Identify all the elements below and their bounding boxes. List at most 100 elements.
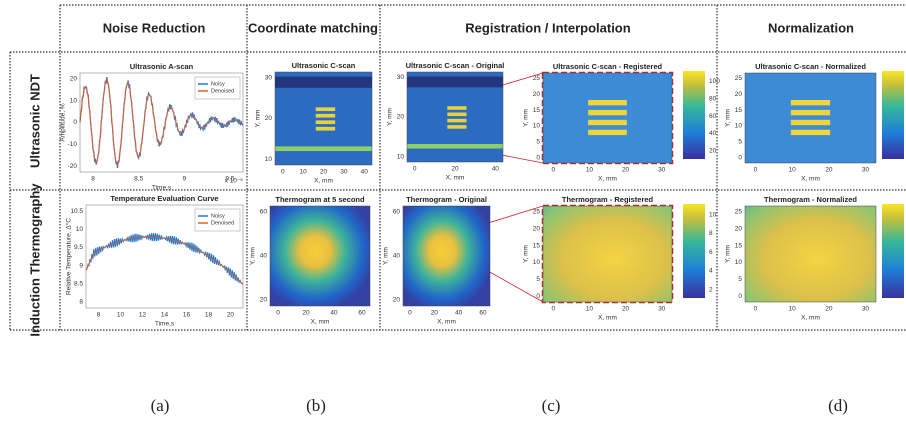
x-tick-label: 60	[358, 310, 366, 317]
colorbar-tick-label: 8	[709, 230, 713, 237]
y-tick-label: 5	[536, 276, 540, 283]
x-tick-label: 20	[320, 169, 328, 176]
y-tick-label: 20	[533, 225, 541, 232]
image	[407, 144, 503, 149]
x-tick-label: 20	[825, 306, 833, 313]
y-axis-label: Y, mm	[250, 247, 257, 265]
y-tick-label: 20	[533, 91, 541, 98]
panel-title: Ultrasonic C-scan - Normalized	[755, 62, 866, 71]
legend-label: Noisy	[211, 213, 225, 219]
caption: (c)	[542, 396, 561, 415]
y-tick-label: 5	[738, 138, 742, 145]
x-tick-label: 30	[658, 167, 666, 174]
column-header: Registration / Interpolation	[465, 20, 630, 35]
y-axis-label: Y, mm	[725, 109, 732, 127]
y-tick-label: 20	[70, 76, 78, 83]
y-axis-label: Y, mm	[387, 108, 394, 126]
y-tick-label: 15	[533, 107, 541, 114]
image	[791, 120, 830, 125]
y-axis-label: Y, mm	[383, 247, 390, 265]
x-tick-label: 0	[413, 166, 417, 173]
y-tick-label: 10	[533, 259, 541, 266]
image	[447, 113, 466, 117]
image	[316, 114, 335, 118]
x-axis-label: X, mm	[314, 178, 333, 185]
colorbar-tick-label: 10	[709, 212, 717, 219]
x-tick-label: 8	[91, 176, 95, 183]
image	[447, 125, 466, 129]
y-tick-label: 60	[393, 209, 401, 216]
image	[275, 77, 372, 88]
legend-label: Denoised	[211, 88, 234, 94]
y-tick-label: 0	[738, 293, 742, 300]
panel-title: Thermogram - Original	[406, 195, 487, 204]
x-tick-label: 10	[117, 312, 125, 319]
y-tick-label: 9.5	[74, 244, 83, 251]
x-tick-label: 9	[183, 176, 187, 183]
y-tick-label: 25	[735, 208, 743, 215]
y-tick-label: 20	[397, 114, 405, 121]
image	[403, 206, 490, 306]
y-tick-label: 10.5	[70, 208, 83, 215]
image	[447, 106, 466, 110]
image	[588, 100, 627, 105]
image	[588, 110, 627, 115]
caption: (d)	[828, 396, 848, 415]
x-tick-label: 0	[552, 167, 556, 174]
y-tick-label: 5	[738, 276, 742, 283]
y-tick-label: 10	[735, 259, 743, 266]
image	[316, 120, 335, 124]
x-axis-label: X, mm	[801, 315, 820, 322]
x-tick-label: 14	[161, 312, 169, 319]
x-axis-label: X, mm	[446, 175, 465, 182]
x-tick-label: 20	[227, 312, 235, 319]
y-tick-label: 25	[533, 75, 541, 82]
colorbar	[683, 71, 705, 159]
x-tick-label: 20	[431, 310, 439, 317]
y-tick-label: 10	[76, 226, 84, 233]
x-tick-label: 20	[622, 306, 630, 313]
y-tick-label: 9	[79, 262, 83, 269]
colorbar-tick-label: 2	[709, 286, 713, 293]
y-axis-label: Amplitude, %	[60, 103, 67, 142]
y-tick-label: 0	[738, 154, 742, 161]
colorbar-tick-label: 40	[709, 130, 717, 137]
image	[447, 119, 466, 123]
column-header: Normalization	[768, 20, 854, 35]
x-tick-label: 10	[586, 306, 594, 313]
x-tick-label: 0	[408, 310, 412, 317]
x-tick-label: 40	[330, 310, 338, 317]
x-axis-label: X, mm	[598, 315, 617, 322]
y-axis-label: Relative Temperature, Δ°C	[65, 218, 73, 295]
y-tick-label: 8	[79, 299, 83, 306]
colorbar-tick-label: 80	[709, 95, 717, 102]
y-tick-label: 30	[397, 74, 405, 81]
y-tick-label: 60	[260, 209, 268, 216]
colorbar	[683, 204, 705, 298]
panel-title: Ultrasonic C-scan - Original	[406, 61, 505, 70]
x-tick-label: 10	[300, 169, 308, 176]
caption: (b)	[306, 396, 326, 415]
x-tick-label: 0	[754, 167, 758, 174]
y-tick-label: 20	[260, 297, 268, 304]
y-tick-label: 8.5	[74, 280, 83, 287]
row-header: Induction Thermography	[27, 183, 42, 337]
x-tick-label: 8.5	[134, 176, 143, 183]
image	[270, 206, 370, 306]
panel-title: Thermogram at 5 second	[275, 195, 365, 204]
colorbar-tick-label: 20	[709, 148, 717, 155]
panel-title: Thermogram - Normalized	[764, 195, 857, 204]
x-tick-label: 8	[97, 312, 101, 319]
x-tick-label: 20	[451, 166, 459, 173]
x-tick-label: 30	[862, 167, 870, 174]
y-axis-label: Y, mm	[725, 245, 732, 263]
panel-title: Ultrasonic C-scan	[292, 61, 356, 70]
x-tick-label: 10	[789, 306, 797, 313]
panel-title: Thermogram - Registered	[562, 195, 654, 204]
x-tick-label: 30	[340, 169, 348, 176]
x-tick-label: 40	[492, 166, 500, 173]
x-tick-label: 12	[139, 312, 147, 319]
y-tick-label: 20	[735, 91, 743, 98]
image	[588, 130, 627, 135]
y-tick-label: 10	[70, 97, 78, 104]
